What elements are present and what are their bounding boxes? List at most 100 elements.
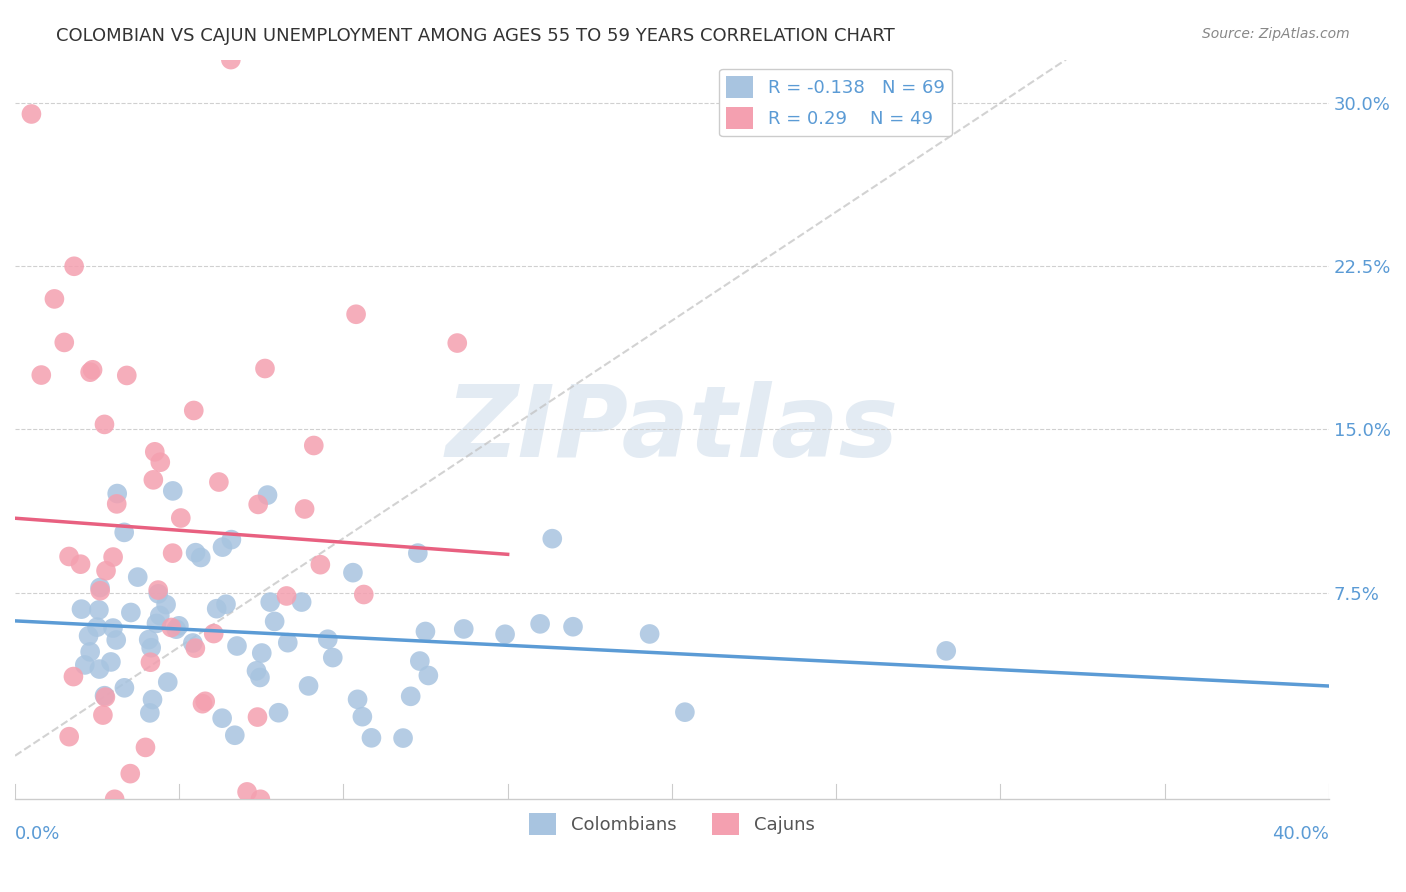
Point: [165, 622, 187, 636]
Point: [120, 606, 142, 620]
Point: [63, 260, 86, 274]
Point: [170, 511, 193, 525]
Point: [246, 710, 269, 724]
Point: [353, 587, 375, 601]
Point: [139, 655, 162, 669]
Point: [112, 681, 135, 695]
Point: [87, 603, 110, 617]
Point: [93, 417, 115, 432]
Point: [202, 626, 225, 640]
Point: [302, 438, 325, 452]
Point: [446, 336, 468, 351]
Point: [58, 549, 80, 564]
Point: [249, 671, 271, 685]
Point: [294, 502, 316, 516]
Point: [30, 368, 52, 382]
Point: [184, 546, 207, 560]
Point: [89, 583, 111, 598]
Point: [146, 583, 169, 598]
Point: [346, 692, 368, 706]
Point: [236, 785, 259, 799]
Text: 40.0%: 40.0%: [1272, 825, 1329, 843]
Point: [105, 497, 128, 511]
Point: [94, 690, 117, 704]
Point: [406, 546, 429, 560]
Point: [409, 654, 432, 668]
Text: 0.0%: 0.0%: [15, 825, 60, 843]
Point: [149, 608, 172, 623]
Point: [211, 711, 233, 725]
Point: [267, 706, 290, 720]
Point: [399, 690, 422, 704]
Point: [221, 533, 243, 547]
Point: [44, 292, 66, 306]
Point: [143, 445, 166, 459]
Point: [205, 601, 228, 615]
Point: [134, 740, 156, 755]
Point: [82, 363, 104, 377]
Point: [69, 557, 91, 571]
Point: [93, 689, 115, 703]
Point: [219, 53, 242, 67]
Point: [211, 540, 233, 554]
Point: [256, 488, 278, 502]
Point: [141, 640, 163, 655]
Point: [141, 692, 163, 706]
Point: [215, 597, 238, 611]
Point: [247, 497, 270, 511]
Point: [127, 570, 149, 584]
Point: [77, 629, 100, 643]
Point: [673, 705, 696, 719]
Point: [297, 679, 319, 693]
Point: [494, 627, 516, 641]
Point: [352, 709, 374, 723]
Point: [162, 483, 184, 498]
Point: [100, 655, 122, 669]
Point: [194, 694, 217, 708]
Point: [322, 650, 344, 665]
Point: [86, 620, 108, 634]
Point: [638, 627, 661, 641]
Point: [89, 662, 111, 676]
Point: [181, 636, 204, 650]
Point: [162, 546, 184, 560]
Point: [415, 624, 437, 639]
Point: [191, 697, 214, 711]
Point: [360, 731, 382, 745]
Text: ZIPatlas: ZIPatlas: [446, 381, 898, 478]
Point: [112, 525, 135, 540]
Point: [148, 587, 170, 601]
Point: [120, 766, 142, 780]
Point: [105, 632, 128, 647]
Point: [20, 107, 42, 121]
Point: [253, 361, 276, 376]
Point: [91, 708, 114, 723]
Point: [342, 566, 364, 580]
Point: [145, 616, 167, 631]
Point: [160, 620, 183, 634]
Point: [94, 564, 117, 578]
Point: [89, 581, 111, 595]
Point: [115, 368, 138, 383]
Point: [392, 731, 415, 745]
Point: [277, 635, 299, 649]
Point: [250, 646, 273, 660]
Point: [104, 792, 127, 806]
Point: [208, 475, 231, 489]
Point: [139, 706, 162, 720]
Point: [418, 668, 440, 682]
Point: [70, 602, 93, 616]
Point: [62, 669, 84, 683]
Point: [105, 486, 128, 500]
Point: [58, 730, 80, 744]
Point: [190, 550, 212, 565]
Point: [935, 644, 957, 658]
Point: [226, 639, 249, 653]
Point: [149, 455, 172, 469]
Point: [276, 589, 298, 603]
Point: [249, 792, 271, 806]
Point: [155, 598, 177, 612]
Point: [224, 728, 246, 742]
Point: [562, 620, 585, 634]
Point: [73, 657, 96, 672]
